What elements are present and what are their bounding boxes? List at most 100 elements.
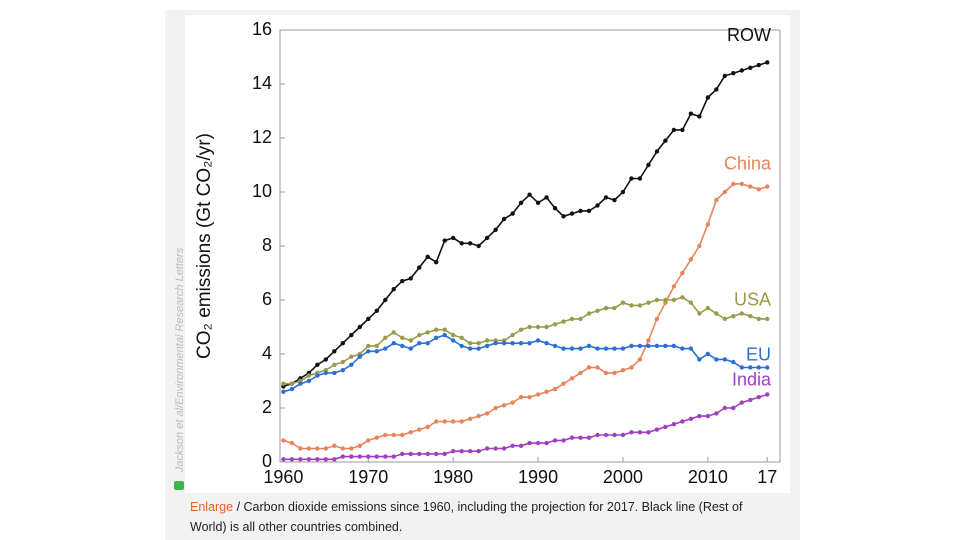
series-point	[501, 216, 507, 222]
series-point	[518, 327, 524, 332]
series-point	[374, 435, 379, 440]
series-point	[586, 208, 592, 214]
series-point	[493, 405, 498, 411]
enlarge-link[interactable]: Enlarge	[190, 500, 234, 514]
y-tick-label: 0	[262, 451, 272, 471]
series-point	[383, 432, 388, 438]
series-point	[289, 386, 295, 392]
series-point	[756, 316, 761, 322]
series-point	[731, 181, 736, 187]
series-point	[620, 346, 626, 351]
series-point	[400, 343, 405, 349]
series-point	[586, 343, 592, 349]
series-point	[603, 305, 609, 311]
series-point	[281, 381, 286, 386]
series-point	[671, 127, 677, 133]
series-point	[349, 354, 354, 359]
series-point	[714, 87, 719, 92]
series-point	[603, 346, 609, 351]
series-point	[518, 341, 524, 346]
series-point	[400, 335, 405, 340]
series-point	[705, 95, 711, 100]
series-point	[748, 365, 753, 370]
series-point	[671, 343, 677, 349]
series-point	[680, 295, 685, 300]
series-point	[433, 260, 439, 265]
series-point	[442, 238, 447, 243]
series-point	[620, 300, 626, 305]
series-point	[357, 443, 362, 448]
series-point	[391, 330, 396, 335]
series-point	[391, 432, 396, 438]
series-point	[340, 446, 346, 451]
series-point	[527, 324, 532, 330]
series-point	[408, 451, 413, 457]
series-point	[535, 200, 541, 205]
y-tick-label: 4	[262, 343, 272, 363]
series-point	[332, 443, 337, 448]
camera-icon	[174, 481, 184, 490]
series-point	[595, 308, 600, 313]
y-tick-label: 2	[262, 397, 272, 417]
series-point	[323, 357, 329, 362]
series-line	[283, 183, 768, 450]
series-point	[756, 365, 761, 370]
series-point	[552, 438, 558, 443]
series-point	[332, 362, 337, 367]
series-point	[408, 338, 413, 343]
series-point	[459, 335, 464, 340]
series-point	[714, 197, 719, 203]
series-point	[349, 454, 354, 459]
series-point	[340, 368, 346, 373]
series-point	[646, 162, 651, 168]
series-point	[476, 341, 481, 346]
y-tick-label: 8	[262, 235, 272, 255]
series-point	[629, 430, 634, 435]
series-point	[688, 346, 694, 351]
series-point	[298, 381, 303, 386]
series-point	[654, 149, 660, 154]
caption: Enlarge / Carbon dioxide emissions since…	[190, 497, 780, 537]
series-point	[646, 430, 651, 435]
series-point	[552, 322, 558, 327]
series-point	[332, 349, 337, 354]
series-point	[476, 449, 481, 454]
series-label: China	[724, 153, 772, 173]
series-point	[383, 335, 388, 340]
series-point	[552, 206, 558, 211]
series-point	[739, 365, 744, 370]
series-point	[705, 222, 711, 227]
series-point	[510, 332, 515, 338]
series-point	[739, 311, 744, 316]
series-point	[289, 381, 295, 386]
series-point	[756, 62, 761, 68]
series-point	[705, 351, 711, 357]
series-point	[349, 332, 354, 338]
series-point	[425, 341, 430, 346]
series-point	[705, 413, 711, 419]
series-point	[417, 427, 422, 432]
series-point	[612, 432, 617, 438]
series-point	[518, 200, 524, 205]
series-point	[374, 308, 379, 313]
series-point	[510, 400, 515, 405]
series-point	[595, 203, 600, 208]
series-point	[281, 389, 286, 394]
series-point	[722, 73, 728, 79]
series-point	[629, 176, 634, 181]
series-point	[501, 446, 507, 451]
series-point	[544, 195, 549, 200]
series-point	[306, 446, 312, 451]
x-tick-label: 1960	[263, 467, 303, 487]
series-point	[493, 227, 498, 232]
series-point	[748, 65, 753, 71]
series-point	[748, 314, 753, 319]
series-point	[671, 297, 677, 303]
series-point	[400, 451, 405, 457]
series-point	[612, 197, 617, 203]
series-point	[739, 400, 744, 405]
series-point	[765, 184, 770, 189]
figure	[185, 15, 790, 493]
